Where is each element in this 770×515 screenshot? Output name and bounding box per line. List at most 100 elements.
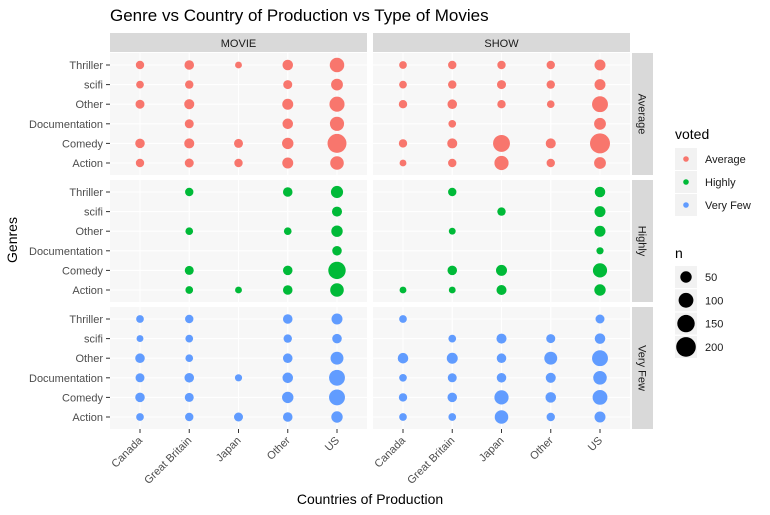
x-tick-label: Canada <box>109 434 145 470</box>
data-point <box>282 157 294 169</box>
data-point <box>399 61 407 69</box>
facet-strip-average: Average <box>632 53 653 175</box>
y-tick-label: scifi <box>84 207 103 219</box>
facet-strip-very-few: Very Few <box>632 307 653 429</box>
data-point <box>448 413 457 421</box>
data-point <box>546 158 555 168</box>
panel-movie-average <box>110 53 367 175</box>
legend-key <box>677 314 695 333</box>
data-point <box>136 413 144 421</box>
facet-strip-show: SHOW <box>373 33 630 52</box>
size-legend-item: 100 <box>675 289 723 312</box>
data-point <box>332 333 342 344</box>
data-point <box>399 413 407 421</box>
y-tick-label: Other <box>75 226 103 238</box>
data-point <box>595 314 605 324</box>
data-point <box>329 57 345 73</box>
data-point <box>546 334 556 344</box>
data-point <box>448 60 457 70</box>
legend-key <box>676 337 696 357</box>
y-tick-label: Thriller <box>69 187 103 199</box>
color-legend: voted Average Highly Very Few <box>675 126 751 216</box>
data-point <box>184 119 194 129</box>
data-point <box>282 391 294 404</box>
y-tick-label: Comedy <box>62 265 103 277</box>
y-axis-label: Genres <box>4 217 20 263</box>
data-point <box>496 264 507 276</box>
data-point <box>399 286 407 294</box>
data-point <box>282 285 293 295</box>
legend-key <box>683 202 689 208</box>
data-point <box>494 155 509 171</box>
data-point <box>184 138 195 149</box>
x-axis-label: Countries of Production <box>297 491 443 507</box>
data-point <box>497 207 506 216</box>
data-point <box>185 286 194 294</box>
data-point <box>185 187 194 197</box>
data-point <box>135 158 145 168</box>
data-point <box>399 373 407 382</box>
facet-strip-movie: MOVIE <box>110 33 367 52</box>
data-point <box>136 315 144 323</box>
data-point <box>185 354 194 363</box>
data-point <box>282 118 294 130</box>
data-point <box>282 372 294 384</box>
data-point <box>327 133 347 153</box>
y-tick-label: Comedy <box>62 392 103 404</box>
y-tick-label: Other <box>75 353 103 365</box>
data-point <box>545 392 557 403</box>
data-point <box>331 225 343 237</box>
data-point <box>399 80 407 89</box>
size-legend: n 50 100 150 200 <box>675 245 723 358</box>
data-point <box>594 59 606 71</box>
data-point <box>282 314 293 324</box>
data-point <box>594 157 606 169</box>
data-point <box>135 60 145 70</box>
data-point <box>331 313 343 325</box>
color-legend-label: Highly <box>705 177 736 189</box>
data-point <box>235 61 242 69</box>
data-point <box>496 373 507 383</box>
data-point <box>329 96 345 112</box>
data-point <box>448 119 457 128</box>
panel-show-very-few <box>373 307 630 429</box>
data-point <box>398 139 408 148</box>
data-point <box>594 411 606 423</box>
data-point <box>592 96 608 113</box>
data-point <box>448 80 457 89</box>
data-point <box>185 227 194 236</box>
data-point <box>184 99 195 110</box>
data-point <box>283 80 293 90</box>
y-tick-label: Documentation <box>29 373 103 385</box>
x-tick-label: Japan <box>214 435 244 465</box>
size-legend-label: 150 <box>705 319 723 331</box>
data-point <box>234 138 243 148</box>
data-point <box>136 335 144 343</box>
y-tick-label: scifi <box>84 334 103 346</box>
legend-key <box>683 156 689 162</box>
data-point <box>234 374 243 382</box>
x-tick-label: Japan <box>477 435 507 465</box>
y-tick-label: Action <box>72 285 103 297</box>
data-point <box>497 100 506 109</box>
x-tick-label: Great Britain <box>142 435 194 487</box>
data-point <box>135 99 145 109</box>
data-point <box>331 206 343 217</box>
data-point <box>546 80 555 89</box>
data-point <box>184 392 194 402</box>
data-point <box>282 98 294 110</box>
panel-show-highly <box>373 180 630 302</box>
x-tick-label: Canada <box>372 434 408 470</box>
facet-strip-label: Very Few <box>636 345 648 391</box>
data-point <box>330 156 344 170</box>
size-legend-label: 50 <box>705 272 717 284</box>
panel-movie-highly <box>110 180 367 302</box>
y-tick-label: Comedy <box>62 138 103 150</box>
data-point <box>592 350 608 367</box>
data-point <box>496 333 507 344</box>
data-point <box>496 284 507 296</box>
data-point <box>135 353 145 363</box>
data-point <box>448 227 456 235</box>
data-point <box>448 158 457 168</box>
